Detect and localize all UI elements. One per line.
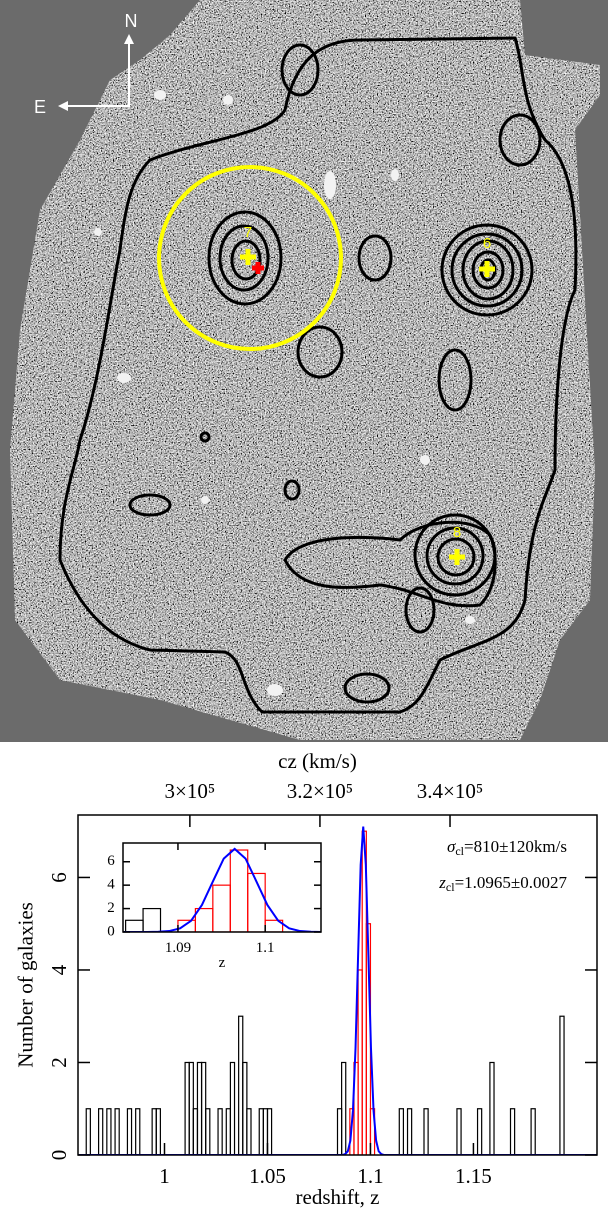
bcg-marker	[252, 262, 264, 274]
y-tick-label: 0	[47, 1150, 71, 1161]
x2-tick-label: 3.2×10⁵	[287, 779, 353, 803]
x-tick-label: 1.09	[165, 940, 191, 956]
annotation-subscript: cl	[446, 880, 455, 894]
bar	[229, 1061, 236, 1155]
annotation: σcl=810±120km/s	[447, 837, 567, 858]
annotation: zcl=1.0965±0.0027	[438, 873, 567, 894]
y-tick-label: 0	[107, 923, 115, 939]
compass-east: E	[34, 97, 46, 117]
fit-curve	[78, 826, 597, 1155]
plot-background	[123, 843, 321, 932]
contours	[58, 36, 578, 714]
plot-frame	[122, 842, 322, 933]
cluster-label: 8	[453, 524, 461, 541]
x-tick-label: 1.1	[256, 940, 275, 956]
compass-north: N	[125, 11, 138, 31]
cluster-label: 7	[244, 224, 252, 241]
compass	[58, 34, 134, 111]
plot-frame	[77, 814, 598, 1156]
bar	[341, 1061, 347, 1155]
histogram-panel: 1.09 1.1 0 2 4 6 z	[107, 842, 322, 971]
cluster-circle	[157, 165, 343, 351]
annotation-subscript: cl	[455, 844, 464, 858]
x-tick-label: 1.1	[357, 1164, 383, 1188]
y-tick-label: 4	[47, 964, 71, 975]
y-axis-label: Number of galaxies	[13, 902, 37, 1068]
cluster-markers	[240, 249, 495, 565]
annotation-text: =1.0965±0.0027	[455, 873, 568, 892]
y-tick-label: 6	[107, 853, 115, 869]
y-tick-label: 2	[47, 1057, 71, 1068]
y-tick-label: 2	[107, 900, 115, 916]
bar	[559, 1015, 565, 1155]
cluster-labels: 7 6 8	[244, 224, 491, 541]
histogram-panel: 1 1.05 1.1 1.15 3×10⁵ 3.2×10⁵ 3.4×10⁵ 0 2 4 6 redsh…	[13, 749, 598, 1209]
annotation-text: =810±120km/s	[464, 837, 567, 856]
cluster-label: 6	[483, 235, 491, 252]
x-axis-label: redshift, z	[296, 1185, 380, 1209]
x-tick-label: 1.05	[249, 1164, 286, 1188]
y-tick-label: 4	[107, 877, 115, 893]
sky-image: 7 6 8 N E	[0, 0, 608, 742]
annotation-symbol: σ	[447, 837, 456, 856]
histograms: 1 1.05 1.1 1.15 3×10⁵ 3.2×10⁵ 3.4×10⁵ 0 2 4 6 redsh…	[13, 749, 598, 1209]
x2-tick-label: 3×10⁵	[165, 779, 216, 803]
bar	[247, 872, 266, 932]
galaxies	[94, 90, 475, 696]
bar	[489, 1061, 495, 1155]
x-axis-label: z	[219, 955, 226, 971]
x2-axis-label: cz (km/s)	[278, 749, 357, 773]
x-tick-label: 1.15	[455, 1164, 492, 1188]
x-tick-label: 1	[159, 1164, 170, 1188]
annotation-symbol: z	[438, 873, 446, 892]
fit-curve	[123, 847, 321, 932]
y-tick-label: 6	[47, 872, 71, 883]
x2-tick-label: 3.4×10⁵	[417, 779, 483, 803]
